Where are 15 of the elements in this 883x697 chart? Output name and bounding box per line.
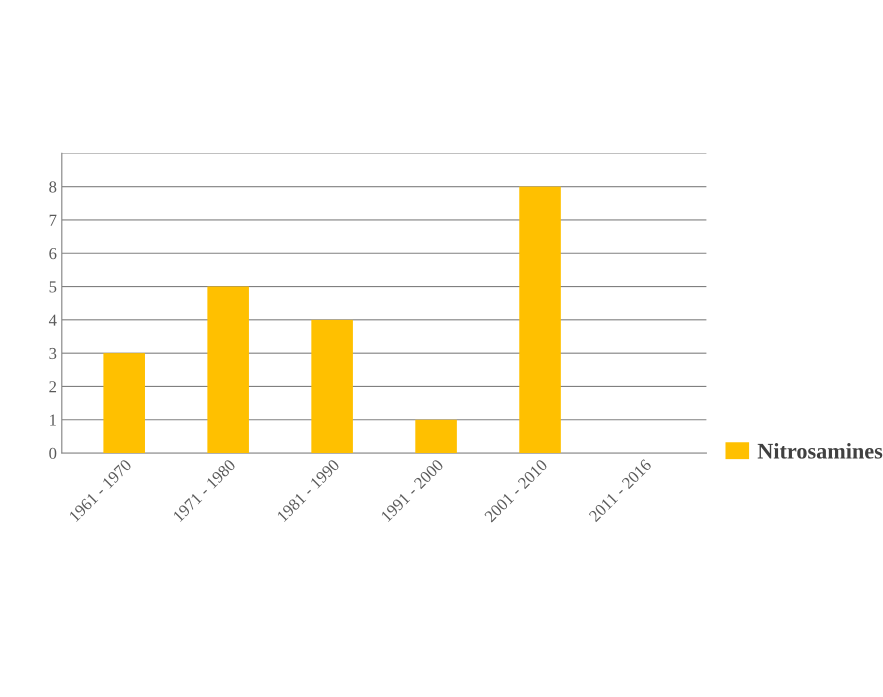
y-tick-label: 6 <box>49 248 56 260</box>
y-tick-label: 7 <box>50 214 56 226</box>
y-tick-label: 0 <box>49 448 56 459</box>
bar <box>311 320 353 454</box>
y-tick-label: 5 <box>50 281 56 292</box>
bar <box>415 420 457 454</box>
y-tick-label: 2 <box>49 381 56 392</box>
legend-label: Nitrosamines <box>758 443 882 459</box>
y-tick-label: 1 <box>50 414 56 426</box>
y-tick-label: 4 <box>48 314 57 326</box>
bar <box>207 286 249 454</box>
y-tick-label: 8 <box>49 181 56 193</box>
bar <box>519 186 561 454</box>
bar <box>103 353 145 454</box>
y-tick-label: 3 <box>49 348 56 360</box>
